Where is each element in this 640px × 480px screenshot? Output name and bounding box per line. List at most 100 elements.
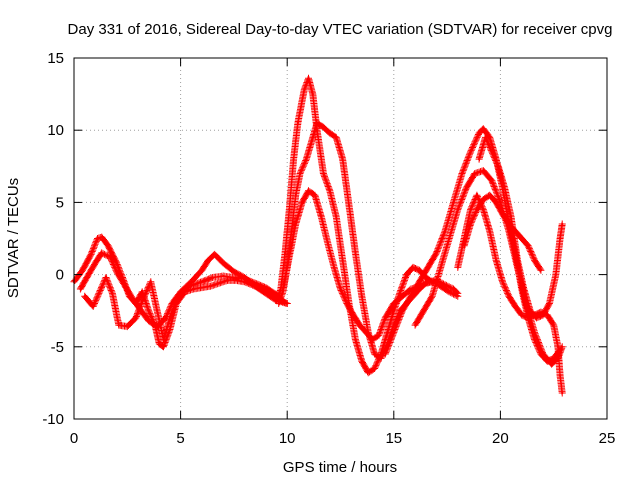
- data-point: [100, 235, 103, 239]
- data-point: [384, 352, 387, 356]
- data-point: [529, 309, 532, 312]
- data-point: [456, 208, 459, 211]
- data-point: [535, 316, 538, 320]
- data-point: [85, 276, 88, 279]
- x-tick-label: 15: [385, 430, 402, 447]
- data-point: [232, 270, 236, 273]
- data-point: [462, 244, 466, 247]
- data-point: [217, 282, 221, 285]
- data-point: [328, 131, 332, 135]
- data-point: [149, 280, 152, 284]
- axis-ticks: 0 5 10 15 20 25 -10 -5 0 5 10 15: [42, 50, 615, 447]
- series-markers: [279, 187, 462, 344]
- data-point: [292, 157, 295, 161]
- data-point: [561, 391, 564, 395]
- data-point: [541, 352, 545, 356]
- data-point: [371, 338, 374, 341]
- data-point: [520, 313, 523, 317]
- data-point: [364, 331, 368, 334]
- data-point: [170, 302, 174, 305]
- data-point: [111, 292, 114, 295]
- data-point: [539, 269, 543, 272]
- data-point: [507, 230, 511, 233]
- data-point: [507, 295, 511, 298]
- data-markers: [70, 74, 566, 397]
- data-point: [143, 295, 146, 298]
- data-point: [335, 215, 338, 219]
- data-point: [509, 215, 513, 219]
- series-10: [460, 191, 545, 274]
- data-point: [307, 77, 310, 80]
- data-point: [379, 357, 383, 360]
- data-point: [126, 325, 129, 328]
- plot-frame: [73, 57, 608, 420]
- data-point: [377, 334, 381, 337]
- data-point: [398, 290, 402, 294]
- data-point: [132, 299, 135, 302]
- series-5: [275, 119, 462, 362]
- data-point: [541, 313, 545, 317]
- data-point: [482, 169, 485, 172]
- data-point: [264, 292, 268, 295]
- y-tick-label: -5: [51, 339, 64, 356]
- data-point: [298, 172, 302, 175]
- data-point: [345, 302, 349, 305]
- x-axis-label: GPS time / hours: [283, 459, 397, 476]
- data-point: [294, 193, 297, 197]
- data-point: [501, 212, 504, 216]
- data-point: [339, 287, 342, 291]
- data-point: [409, 295, 413, 298]
- data-point: [222, 274, 225, 278]
- data-point: [401, 295, 404, 298]
- data-point: [484, 136, 487, 139]
- data-point: [430, 295, 434, 298]
- data-point: [307, 189, 310, 193]
- data-point: [341, 157, 344, 161]
- data-point: [533, 331, 536, 334]
- data-point: [554, 273, 558, 276]
- data-point: [494, 201, 498, 204]
- data-point: [352, 313, 355, 317]
- chart-title: Day 331 of 2016, Sidereal Day-to-day VTE…: [68, 21, 613, 38]
- data-point: [134, 316, 138, 320]
- data-point: [213, 253, 216, 256]
- data-point: [209, 284, 212, 288]
- y-tick-label: 10: [47, 122, 64, 139]
- data-point: [98, 290, 101, 294]
- series-markers: [275, 119, 462, 362]
- data-point: [392, 302, 395, 305]
- data-point: [109, 256, 112, 259]
- data-point: [477, 157, 481, 161]
- data-point: [147, 319, 150, 323]
- x-tick-label: 0: [70, 430, 78, 447]
- data-point: [401, 309, 404, 312]
- data-point: [384, 316, 387, 320]
- data-point: [309, 143, 312, 146]
- data-point: [558, 374, 562, 377]
- data-point: [456, 292, 459, 295]
- data-point: [313, 193, 317, 197]
- data-point: [211, 276, 214, 279]
- data-point: [115, 270, 118, 273]
- data-point: [413, 323, 417, 327]
- data-point: [360, 360, 364, 363]
- data-point: [367, 371, 370, 374]
- data-point: [561, 345, 564, 348]
- data-point: [286, 266, 289, 269]
- data-point: [117, 323, 120, 327]
- data-point: [115, 261, 118, 265]
- data-point: [326, 241, 329, 245]
- data-point: [200, 269, 204, 272]
- data-point: [290, 244, 293, 247]
- data-point: [100, 251, 103, 255]
- data-point: [477, 131, 481, 135]
- data-point: [141, 290, 144, 294]
- data-point: [469, 150, 472, 154]
- data-point: [482, 198, 485, 201]
- data-point: [222, 261, 225, 265]
- y-tick-label: 0: [56, 267, 64, 284]
- data-point: [358, 323, 361, 327]
- data-point: [526, 316, 530, 320]
- data-point: [89, 253, 93, 256]
- data-point: [311, 92, 314, 96]
